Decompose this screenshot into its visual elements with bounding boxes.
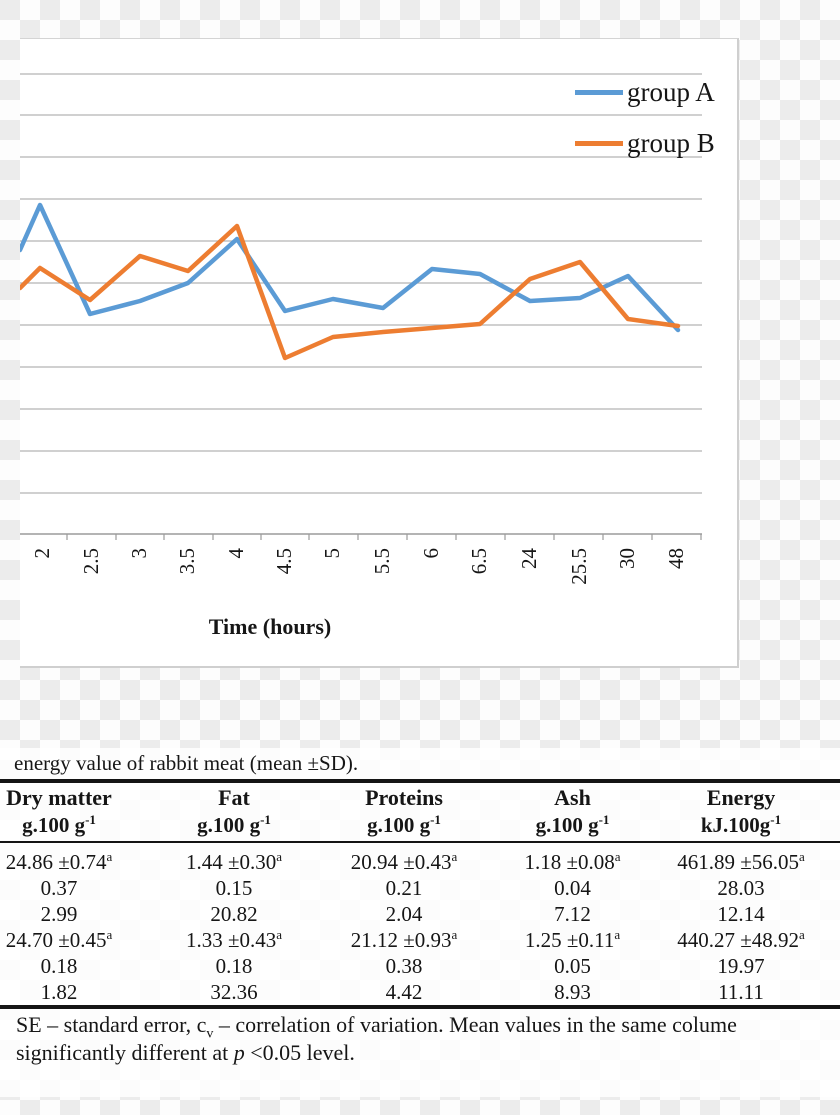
legend-item-group-a: group A <box>575 77 715 107</box>
x-tick-label: 6.5 <box>467 548 491 575</box>
table-footnote-line2: significantly different at p <0.05 level… <box>16 1040 355 1065</box>
x-tick-label: 30 <box>615 548 639 569</box>
table-cell: 0.21 <box>385 876 423 900</box>
col-header: Fat <box>218 785 250 810</box>
legend-item-group-b: group B <box>575 128 715 158</box>
table-cell: 20.82 <box>210 902 258 926</box>
table-cell: 4.42 <box>385 980 423 1004</box>
x-tick-label: 2.5 <box>79 548 103 575</box>
table-cell: 1.44 ±0.30a <box>185 849 283 874</box>
line-chart-panel: group A group B Time (hours) 2 2.5 3 3.5 4 4.… <box>20 38 739 668</box>
table-cell: 2.04 <box>385 902 423 926</box>
table-cell: 19.97 <box>717 954 765 978</box>
table-row: 2.99 20.82 2.04 7.12 12.14 <box>0 901 825 927</box>
table-cell: 28.03 <box>717 876 765 900</box>
table-cell: 1.33 ±0.43a <box>185 927 283 952</box>
table-cell: 1.18 ±0.08a <box>524 849 621 874</box>
table-cell: 1.82 <box>40 980 78 1004</box>
col-unit: g.100 g-1 <box>535 812 610 837</box>
table-cell: 2.99 <box>40 902 78 926</box>
table-cell: 1.25 ±0.11a <box>524 927 621 952</box>
table-cell: 11.11 <box>718 980 764 1004</box>
col-header: Dry matter <box>6 785 112 810</box>
table-mid-rule <box>0 841 840 843</box>
x-tick-label: 3.5 <box>175 548 199 575</box>
table-cell: 0.04 <box>554 876 591 900</box>
col-unit: g.100 g-1 <box>22 812 96 837</box>
table-cell: 24.70 ±0.45a <box>5 927 113 952</box>
table-cell: 0.18 <box>215 954 253 978</box>
table-footnote-line1: SE – standard error, cv – correlation of… <box>16 1012 737 1042</box>
table-cell: 440.27 ±48.92a <box>677 927 805 952</box>
table-header-row: Dry matter Fat Proteins Ash Energy <box>0 785 825 811</box>
col-unit: g.100 g-1 <box>197 812 271 837</box>
table-cell: 21.12 ±0.93a <box>350 927 458 952</box>
table-cell: 24.86 ±0.74a <box>5 849 113 874</box>
table-cell: 8.93 <box>554 980 591 1004</box>
table-top-rule <box>0 779 840 783</box>
table-cell: 0.37 <box>40 876 78 900</box>
group-a-line-swatch <box>575 89 623 95</box>
table-cell: 0.38 <box>385 954 423 978</box>
x-tick-label: 3 <box>127 548 151 559</box>
table-caption: energy value of rabbit meat (mean ±SD). <box>14 751 359 775</box>
table-cell: 0.15 <box>215 876 253 900</box>
x-tick-label: 5.5 <box>370 548 394 575</box>
table-cell: 12.14 <box>717 902 765 926</box>
x-tick-label: 5 <box>320 548 344 559</box>
x-axis-title: Time (hours) <box>208 614 332 639</box>
table-cell: 7.12 <box>554 902 591 926</box>
x-tick-label: 25.5 <box>567 548 591 585</box>
chart-plot-area <box>20 73 702 540</box>
x-tick-label: 4.5 <box>272 548 296 575</box>
table-row: 24.86 ±0.74a 1.44 ±0.30a 20.94 ±0.43a 1.… <box>0 849 825 875</box>
col-header: Proteins <box>365 785 443 810</box>
table-panel: energy value of rabbit meat (mean ±SD). … <box>0 748 840 1097</box>
group-b-line-swatch <box>575 140 623 146</box>
table-row: 1.82 32.36 4.42 8.93 11.11 <box>0 979 825 1005</box>
col-header: Energy <box>706 785 776 810</box>
table-row: 0.37 0.15 0.21 0.04 28.03 <box>0 875 825 901</box>
table-cell: 0.18 <box>40 954 78 978</box>
table-cell: 461.89 ±56.05a <box>677 849 805 874</box>
col-unit: g.100 g-1 <box>367 812 441 837</box>
x-tick-label: 4 <box>224 548 248 559</box>
x-tick-label: 6 <box>419 548 443 559</box>
x-tick-label: 24 <box>517 548 541 569</box>
series-line-group-A <box>20 202 681 333</box>
table-units-row: g.100 g-1 g.100 g-1 g.100 g-1 g.100 g-1 … <box>0 812 825 838</box>
x-tick-label: 48 <box>664 548 688 569</box>
legend-label: group A <box>627 76 715 107</box>
table-cell: 0.05 <box>554 954 591 978</box>
table-row: 0.18 0.18 0.38 0.05 19.97 <box>0 953 825 979</box>
series-line-group-B <box>20 223 681 361</box>
table-row: 24.70 ±0.45a 1.33 ±0.43a 21.12 ±0.93a 1.… <box>0 927 825 953</box>
table-cell: 32.36 <box>210 980 258 1004</box>
col-unit: kJ.100g-1 <box>700 812 782 837</box>
x-tick-label: 2 <box>30 548 54 559</box>
table-cell: 20.94 ±0.43a <box>350 849 458 874</box>
table-bottom-rule <box>0 1005 840 1009</box>
legend-label: group B <box>627 127 715 158</box>
col-header: Ash <box>554 785 591 810</box>
